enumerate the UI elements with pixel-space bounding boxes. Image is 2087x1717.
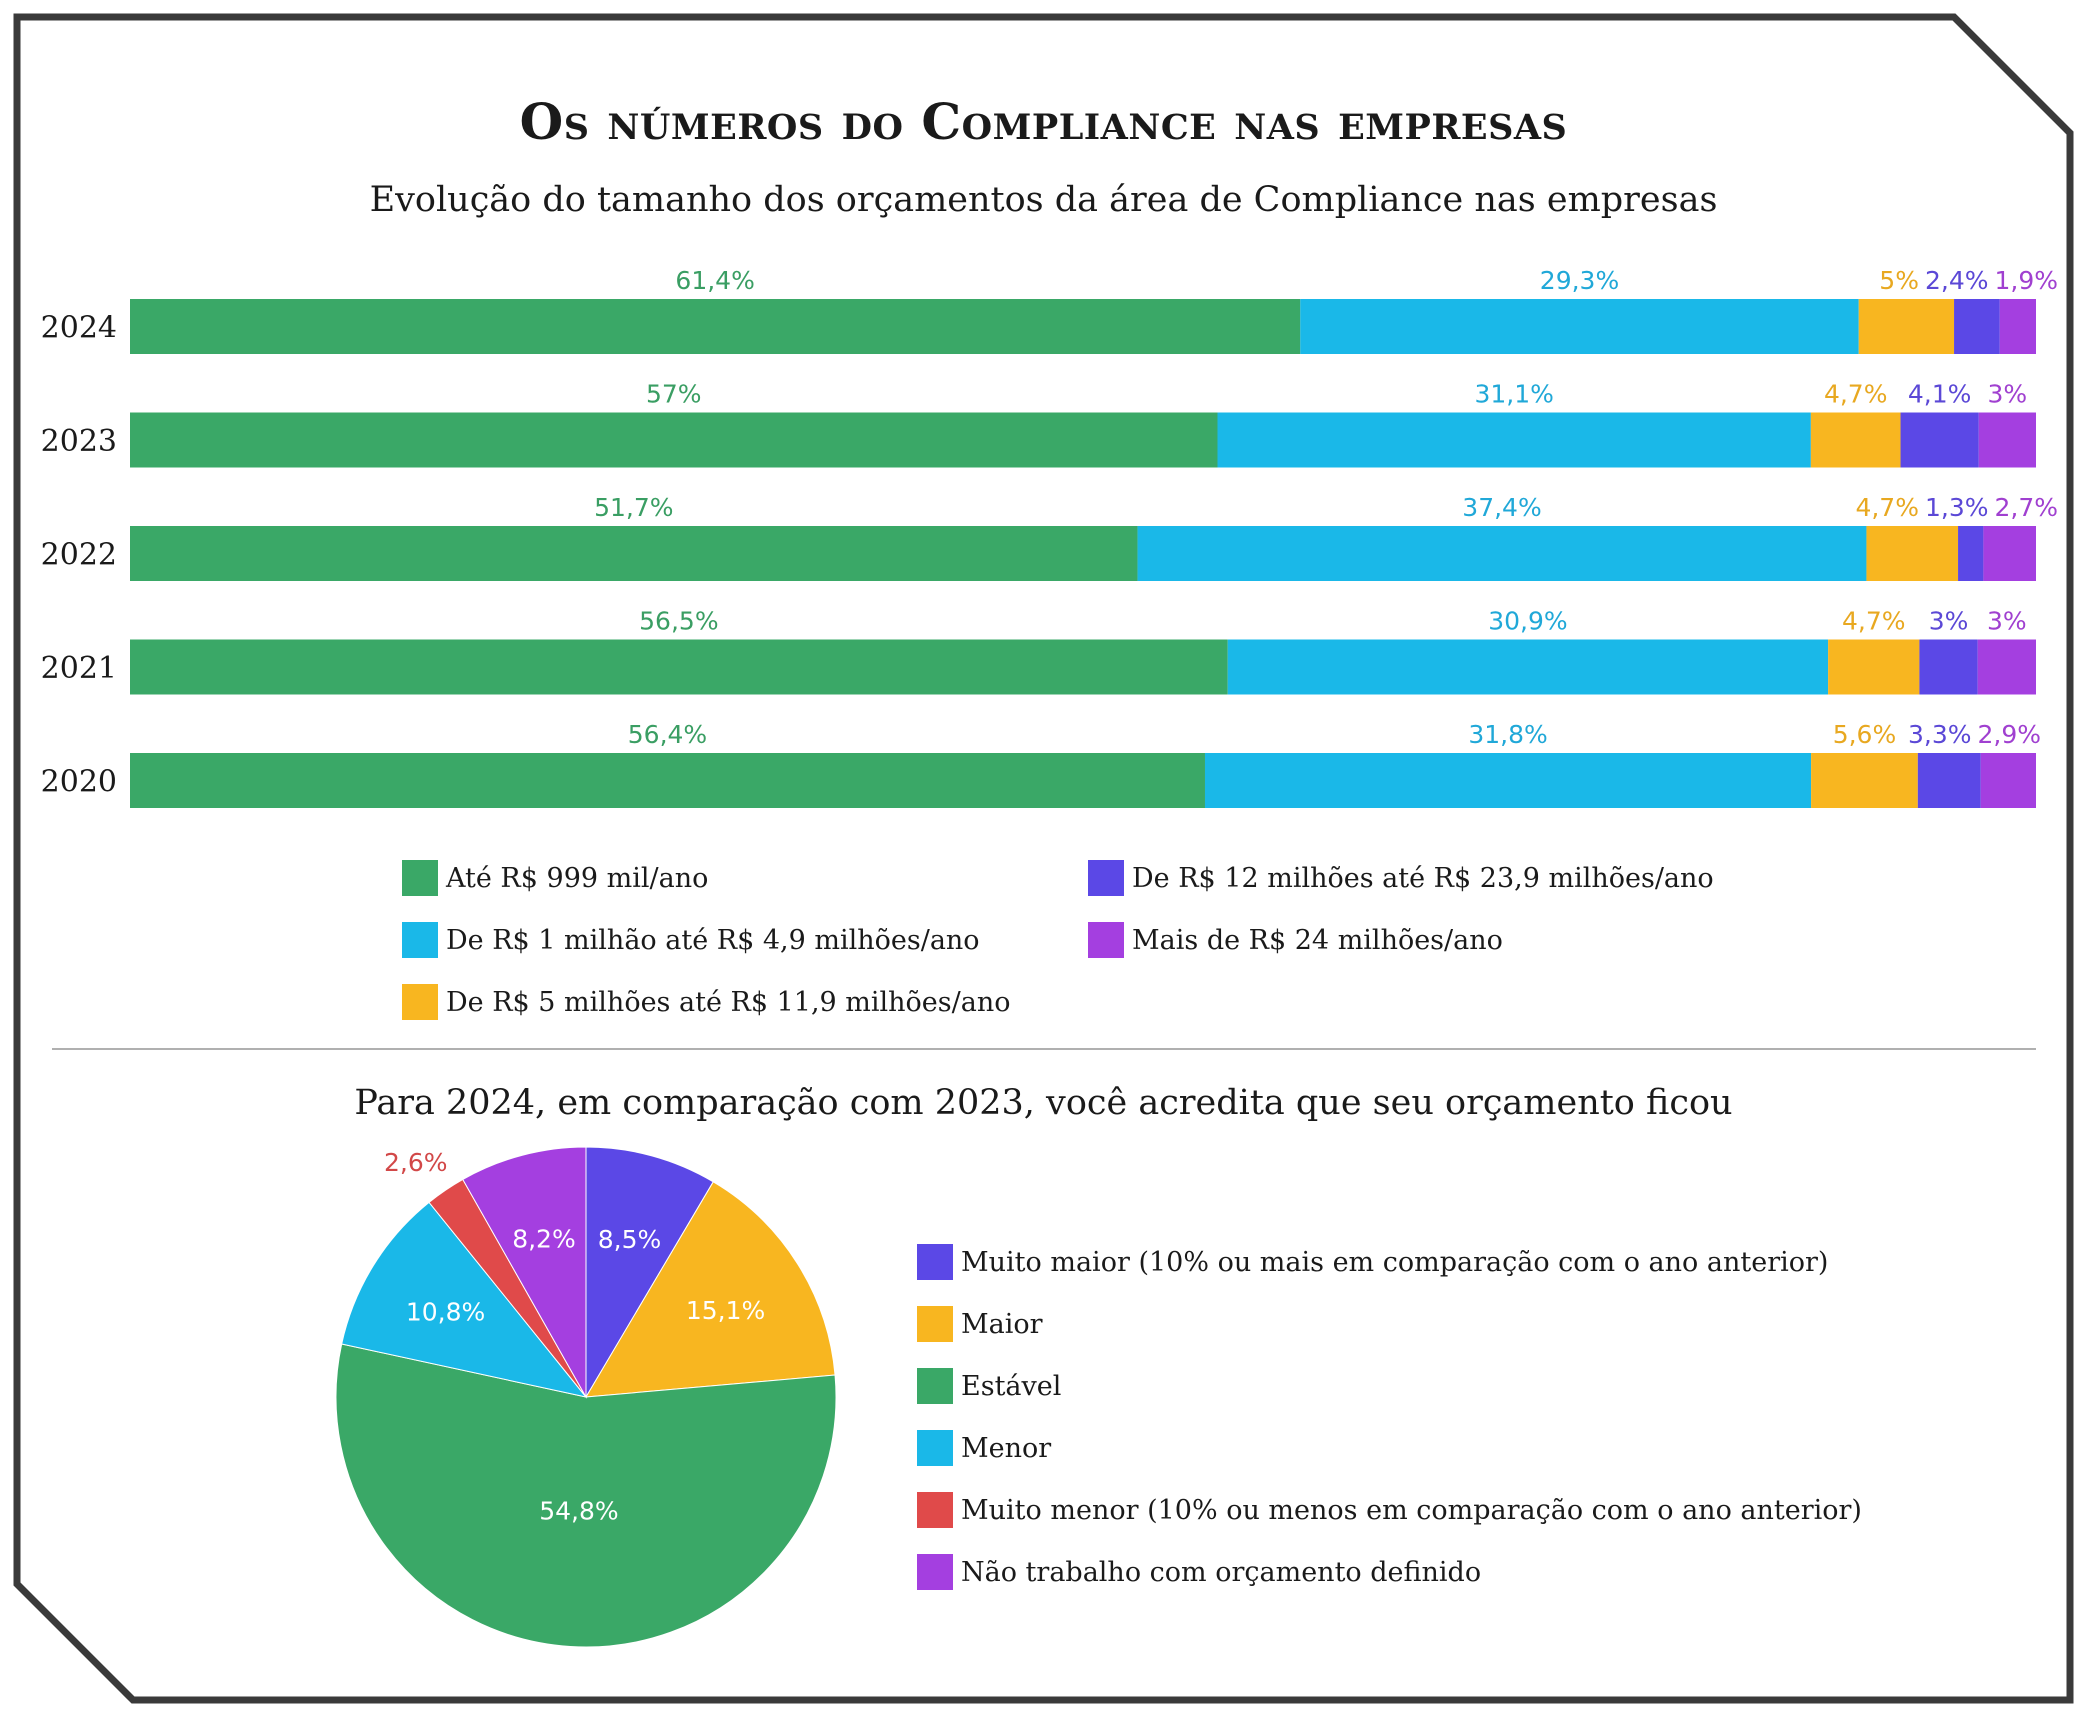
- bar-segment: [130, 639, 1228, 695]
- bar-segment: [1999, 299, 2036, 354]
- bar-value-label: 4,1%: [1908, 380, 1972, 409]
- bar-value-label: 1,9%: [1994, 266, 2058, 295]
- stacked-bar-chart: 2024 61,4% 29,3% 5% 2,4% 1,9% 2023 57% 31,1% 4,7%…: [41, 266, 2058, 808]
- year-label: 2020: [41, 765, 117, 800]
- legend-label: De R$ 5 milhões até R$ 11,9 milhões/ano: [446, 986, 1011, 1018]
- legend-item: De R$ 1 milhão até R$ 4,9 milhões/ano: [402, 922, 980, 958]
- bar-segment: [1811, 753, 1918, 808]
- legend-item: Menor: [917, 1430, 1051, 1466]
- bar-value-label: 3%: [1929, 607, 1969, 636]
- bar-segment: [1810, 412, 1901, 468]
- legend-item: Muito maior (10% ou mais em comparação c…: [917, 1244, 1828, 1280]
- bar-segment: [1858, 299, 1955, 354]
- legend-swatch: [917, 1368, 953, 1404]
- legend-item: De R$ 12 milhões até R$ 23,9 milhões/ano: [1088, 860, 1714, 896]
- bar-value-label: 5,6%: [1833, 720, 1897, 749]
- year-label: 2023: [41, 424, 117, 459]
- bar-segment: [1217, 412, 1811, 468]
- bar-value-label: 3%: [1988, 380, 2028, 409]
- bar-value-label: 2,9%: [1978, 720, 2042, 749]
- bar-segment: [1917, 753, 1981, 808]
- legend-label: Estável: [961, 1370, 1062, 1402]
- legend-item: Não trabalho com orçamento definido: [917, 1554, 1481, 1590]
- year-label: 2024: [41, 311, 117, 346]
- legend-label: Mais de R$ 24 milhões/ano: [1132, 924, 1503, 956]
- pie-chart-title: Para 2024, em comparação com 2023, você …: [354, 1083, 1733, 1123]
- bar-segment: [1958, 526, 1984, 581]
- section-divider: [52, 1048, 2036, 1050]
- bar-chart-title: Evolução do tamanho dos orçamentos da ár…: [369, 180, 1718, 220]
- bar-value-label: 3,3%: [1908, 720, 1972, 749]
- bar-value-label: 4,7%: [1824, 380, 1888, 409]
- legend-swatch: [917, 1306, 953, 1342]
- legend-label: Muito menor (10% ou menos em comparação …: [961, 1494, 1862, 1526]
- legend-swatch: [402, 922, 438, 958]
- bar-value-label: 30,9%: [1488, 607, 1567, 636]
- bar-segment: [1866, 526, 1959, 581]
- bar-segment: [130, 526, 1138, 581]
- legend-label: De R$ 12 milhões até R$ 23,9 milhões/ano: [1132, 862, 1714, 894]
- bar-value-label: 57%: [646, 380, 702, 409]
- bar-value-label: 1,3%: [1925, 493, 1989, 522]
- year-label: 2021: [41, 651, 117, 686]
- legend-item: Até R$ 999 mil/ano: [402, 860, 708, 896]
- bar-segment: [1978, 412, 2036, 468]
- bar-value-label: 4,7%: [1855, 493, 1919, 522]
- bar-value-label: 56,5%: [639, 607, 718, 636]
- bar-segment: [1980, 753, 2036, 808]
- legend-swatch: [402, 984, 438, 1020]
- legend-swatch: [1088, 922, 1124, 958]
- bar-segment: [1977, 639, 2036, 695]
- page-title: Os números do Compliance nas empresas: [519, 92, 1568, 151]
- bar-segment: [1204, 753, 1812, 808]
- legend-swatch: [917, 1492, 953, 1528]
- bar-value-label: 5%: [1879, 266, 1919, 295]
- legend-swatch: [917, 1554, 953, 1590]
- bar-value-label: 31,8%: [1468, 720, 1547, 749]
- legend-label: De R$ 1 milhão até R$ 4,9 milhões/ano: [446, 924, 980, 956]
- bar-value-label: 29,3%: [1540, 266, 1619, 295]
- bar-value-label: 31,1%: [1474, 380, 1553, 409]
- legend-swatch: [1088, 860, 1124, 896]
- legend-label: Até R$ 999 mil/ano: [446, 862, 709, 894]
- legend-item: Estável: [917, 1368, 1061, 1404]
- bar-value-label: 4,7%: [1842, 607, 1906, 636]
- legend-label: Maior: [961, 1308, 1043, 1340]
- bar-segment: [1300, 299, 1859, 354]
- legend-item: Muito menor (10% ou menos em comparação …: [917, 1492, 1862, 1528]
- bar-segment: [130, 412, 1218, 468]
- bar-value-label: 56,4%: [628, 720, 707, 749]
- bar-segment: [1954, 299, 2000, 354]
- bar-value-label: 51,7%: [594, 493, 673, 522]
- bar-segment: [1900, 412, 1979, 468]
- legend-label: Menor: [961, 1432, 1052, 1464]
- bar-segment: [1919, 639, 1978, 695]
- legend-item: De R$ 5 milhões até R$ 11,9 milhões/ano: [402, 984, 1010, 1020]
- legend-swatch: [402, 860, 438, 896]
- year-label: 2022: [41, 538, 117, 573]
- bar-segment: [1227, 639, 1829, 695]
- bar-value-label: 2,7%: [1994, 493, 2058, 522]
- legend-swatch: [917, 1430, 953, 1466]
- bar-value-label: 2,4%: [1925, 266, 1989, 295]
- bar-value-label: 3%: [1987, 607, 2027, 636]
- legend-label: Não trabalho com orçamento definido: [961, 1556, 1482, 1588]
- bar-segment: [1828, 639, 1920, 695]
- legend-label: Muito maior (10% ou mais em comparação c…: [961, 1246, 1829, 1278]
- bar-segment: [130, 753, 1205, 808]
- bar-value-label: 37,4%: [1462, 493, 1541, 522]
- bar-value-label: 61,4%: [675, 266, 754, 295]
- bar-segment: [130, 299, 1301, 354]
- bar-segment: [1137, 526, 1867, 581]
- bar-segment: [1983, 526, 2036, 581]
- legend-swatch: [917, 1244, 953, 1280]
- legend-item: Maior: [917, 1306, 1043, 1342]
- legend-item: Mais de R$ 24 milhões/ano: [1088, 922, 1503, 958]
